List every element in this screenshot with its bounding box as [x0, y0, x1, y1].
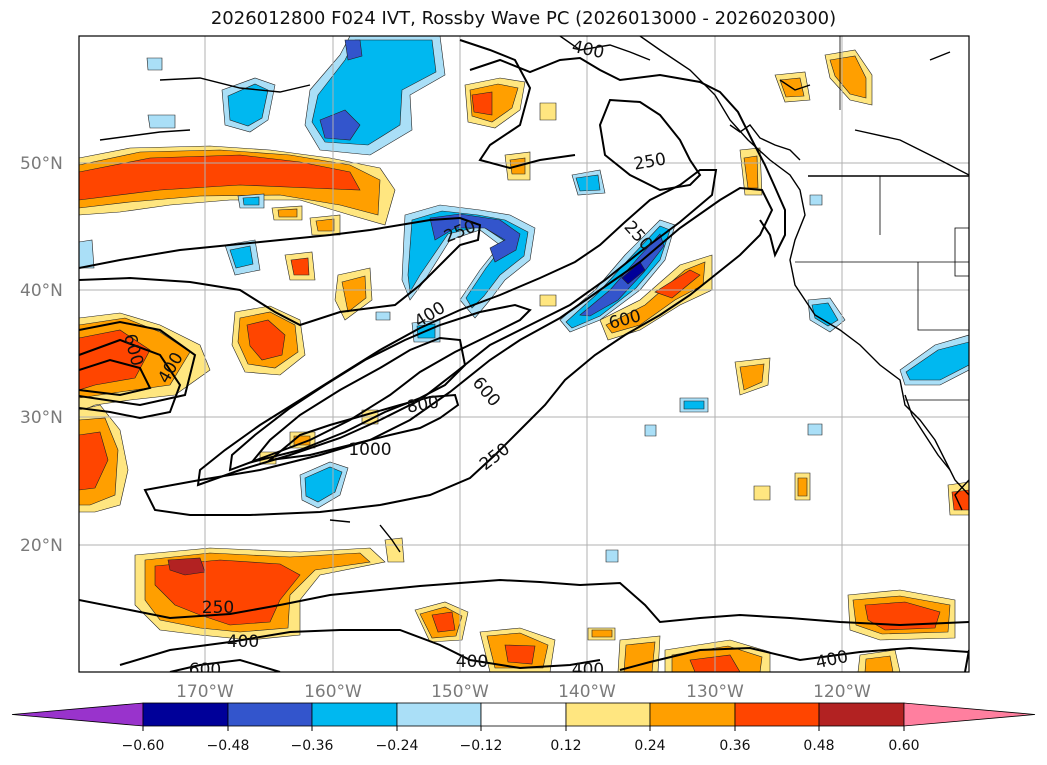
contour-label: 250	[202, 598, 234, 618]
contour-label: 600	[468, 373, 504, 411]
lat-label-20n: 20°N	[20, 536, 63, 556]
contour-label: 800	[405, 392, 440, 417]
contour-label: 400	[227, 632, 259, 652]
colorbar-tick-labels: −0.60 −0.48 −0.36 −0.24 −0.12 0.12 0.24 …	[122, 738, 920, 754]
contour-labels: 400 250 250 250 400 600 600 600 400 800 …	[119, 37, 850, 680]
map-plot-area: 400 250 250 250 400 600 600 600 400 800 …	[79, 36, 969, 680]
contour-label: 400	[456, 652, 488, 672]
coastlines	[99, 36, 969, 553]
colorbar-tick-label: −0.48	[207, 738, 250, 754]
latitude-labels: 50°N 40°N 30°N 20°N	[20, 154, 63, 556]
lat-label-50n: 50°N	[20, 154, 63, 174]
colorbar-ticks	[142, 726, 905, 731]
negative-anomaly-fills	[79, 36, 969, 563]
colorbar-swatch	[11, 702, 144, 727]
colorbar-swatch	[818, 702, 905, 727]
lon-label-170w: 170°W	[176, 682, 234, 702]
colorbar-tick-label: −0.60	[122, 738, 165, 754]
state-borders	[795, 36, 969, 401]
colorbar-tick-label: 0.24	[634, 738, 665, 754]
lon-label-130w: 130°W	[686, 682, 744, 702]
contour-label: 400	[572, 660, 604, 680]
lon-label-140w: 140°W	[558, 682, 616, 702]
colorbar-swatch	[734, 702, 820, 727]
contour-label: 400	[814, 647, 850, 673]
contour-label: 600	[189, 660, 221, 680]
colorbar-swatch	[142, 702, 229, 727]
colorbar-swatch	[311, 702, 398, 727]
lon-label-120w: 120°W	[813, 682, 871, 702]
colorbar-swatch	[649, 702, 736, 727]
map-frame	[78, 35, 970, 673]
colorbar-tick-label: −0.12	[460, 738, 503, 754]
lat-label-30n: 30°N	[20, 408, 63, 428]
colorbar	[11, 702, 1036, 727]
graticule-grid	[79, 36, 969, 672]
lon-label-160w: 160°W	[304, 682, 362, 702]
contour-label: 250	[632, 149, 667, 174]
contour-label: 1000	[348, 440, 391, 460]
colorbar-swatch	[480, 702, 567, 727]
colorbar-swatch	[396, 702, 482, 727]
colorbar-swatch	[565, 702, 651, 727]
contour-label: 250	[476, 439, 514, 475]
colorbar-tick-label: 0.48	[803, 738, 834, 754]
colorbar-tick-label: 0.12	[550, 738, 581, 754]
map-title: 2026012800 F024 IVT, Rossby Wave PC (202…	[210, 8, 837, 29]
colorbar-tick-label: −0.24	[376, 738, 419, 754]
positive-anomaly-fills	[79, 49, 969, 672]
colorbar-tick-label: −0.36	[291, 738, 334, 754]
colorbar-swatch	[903, 702, 1036, 727]
longitude-labels: 170°W 160°W 150°W 140°W 130°W 120°W	[176, 682, 871, 702]
colorbar-tick-label: 0.60	[888, 738, 919, 754]
ivt-contours	[79, 39, 969, 672]
lon-label-150w: 150°W	[431, 682, 489, 702]
lat-label-40n: 40°N	[20, 281, 63, 301]
colorbar-swatch	[227, 702, 313, 727]
colorbar-tick-label: 0.36	[719, 738, 750, 754]
